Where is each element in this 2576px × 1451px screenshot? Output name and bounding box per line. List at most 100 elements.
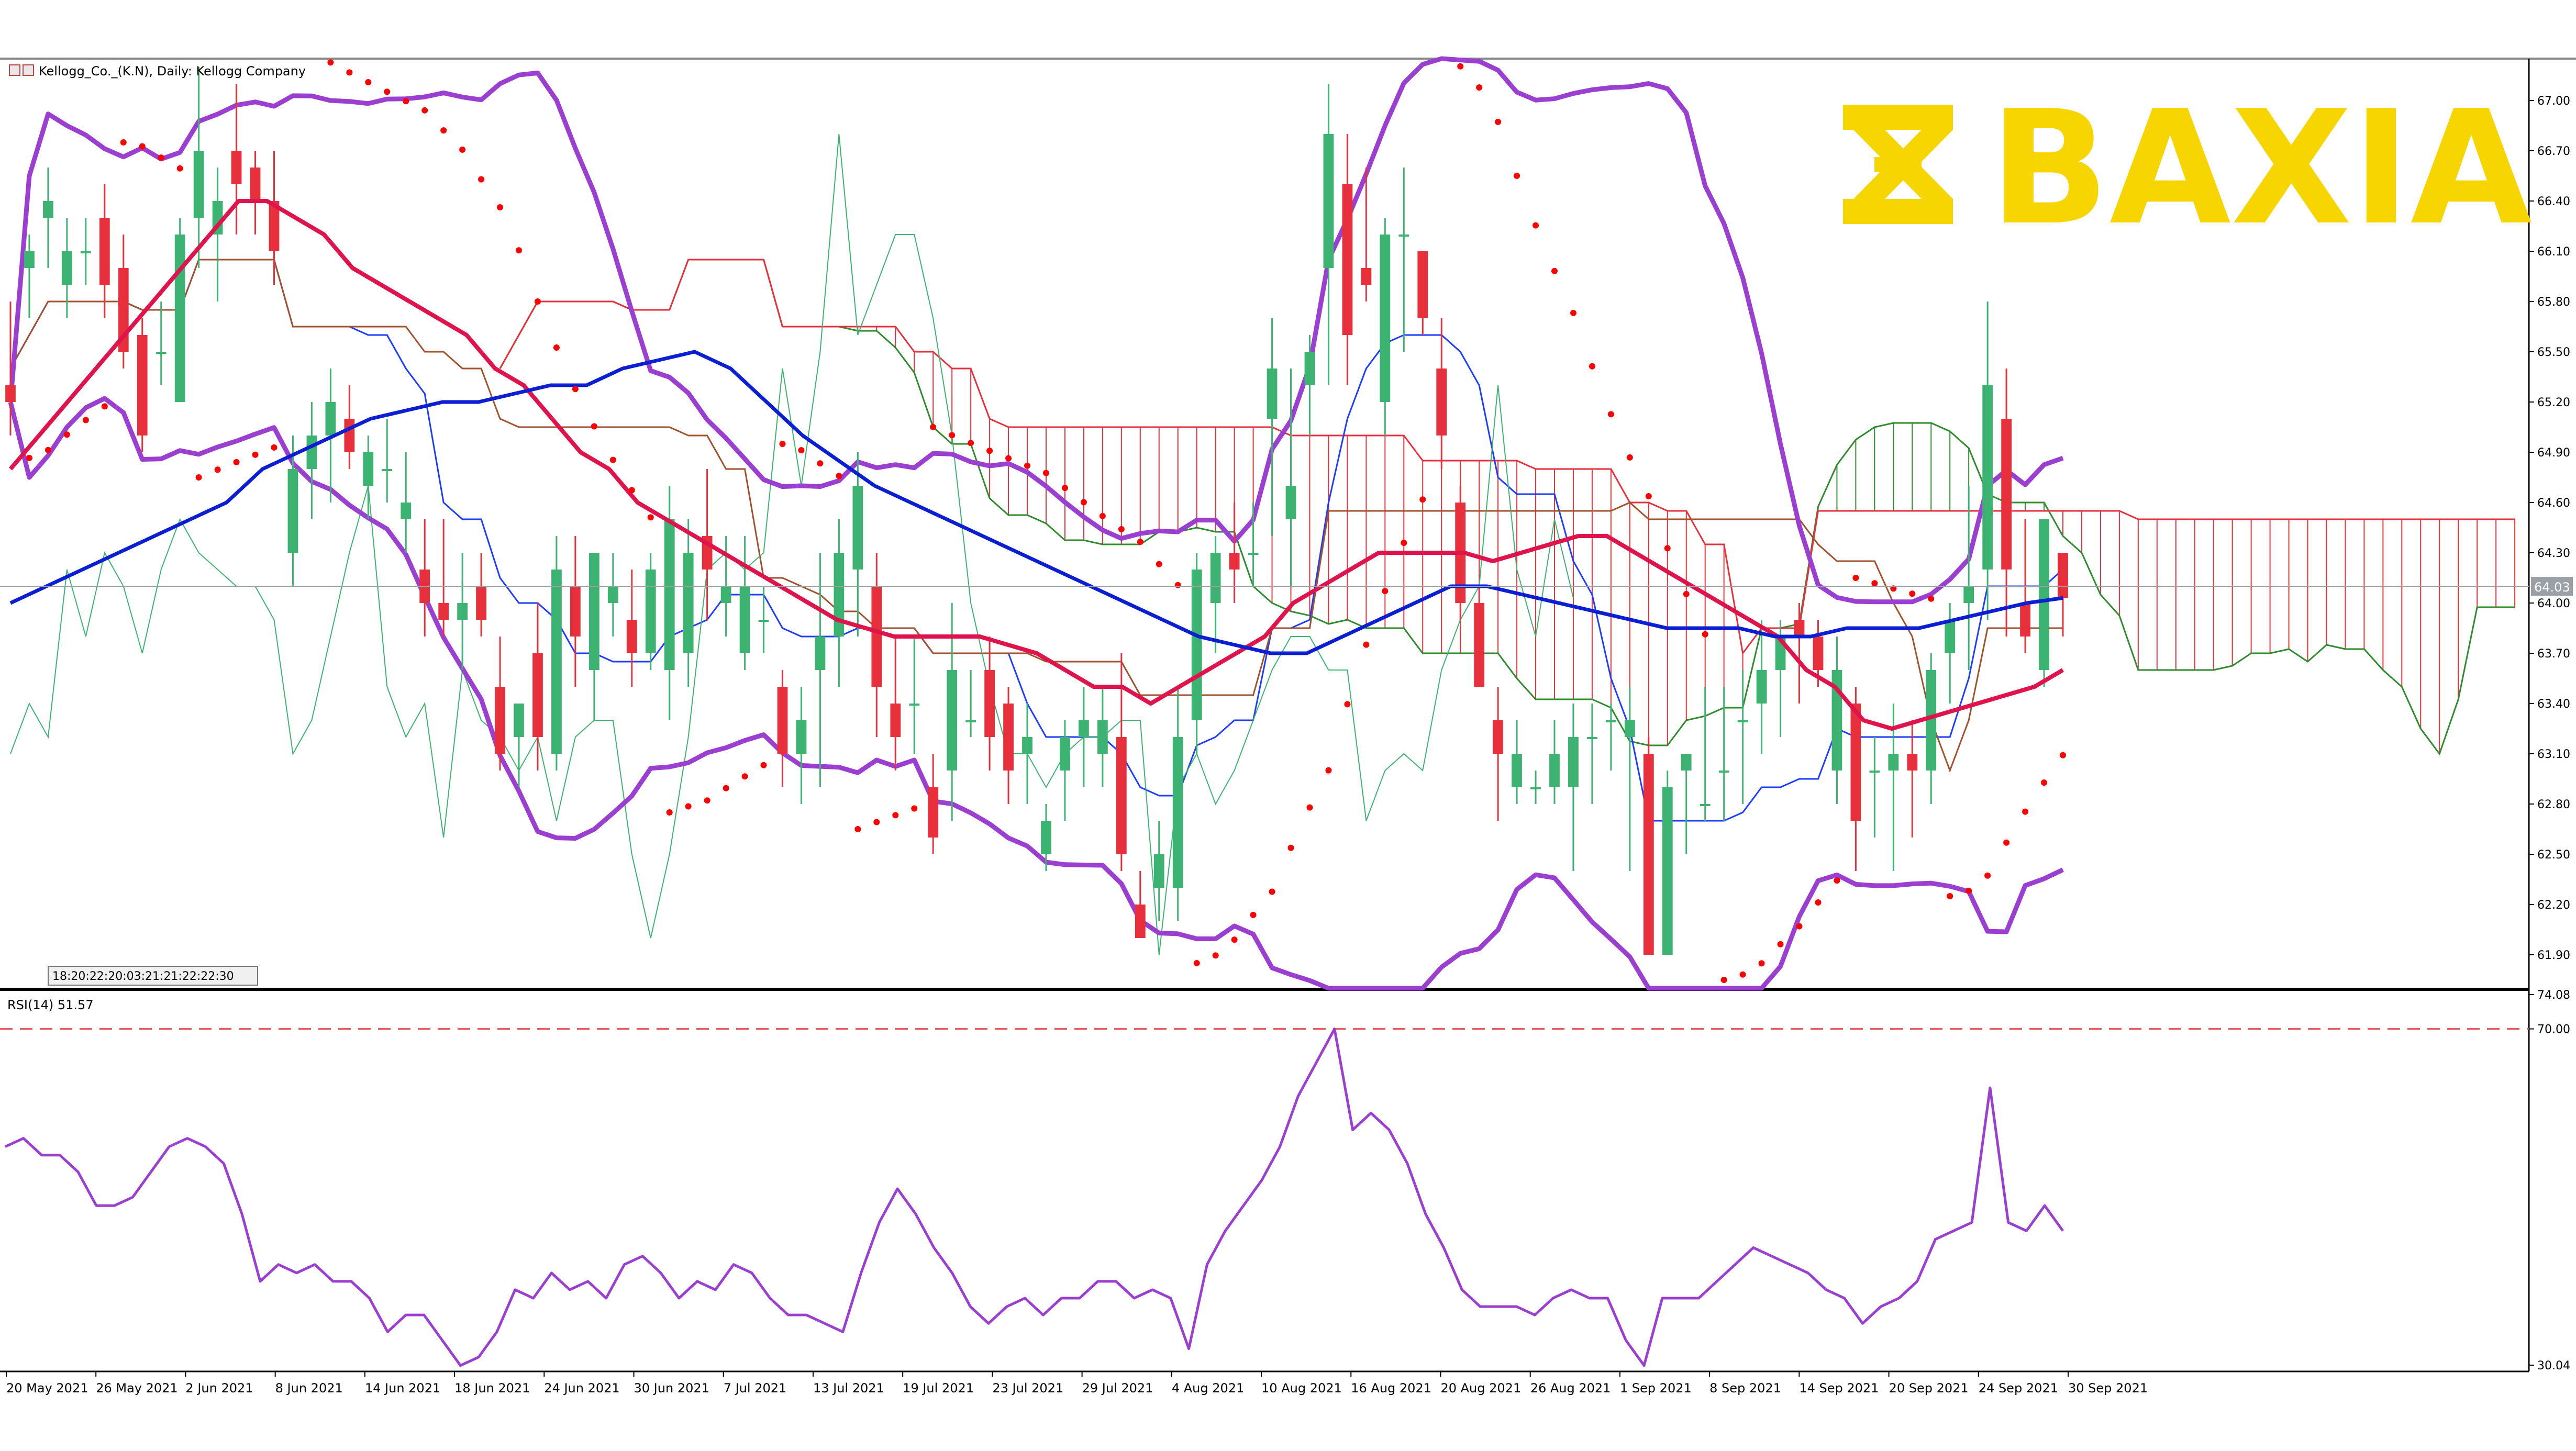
date-tick-label-18: 1 Sep 2021 [1620, 1381, 1692, 1396]
price-tick-label-3: 66.10 [2537, 245, 2570, 259]
candle-body-32 [607, 586, 618, 603]
psar-dot-11 [214, 466, 221, 473]
baxia-logo-text: BAXIA [1990, 77, 2533, 260]
psar-dot-83 [1570, 309, 1576, 316]
instrument-title: Kellogg_Co._(K.N), Daily: Kellogg Compan… [39, 64, 306, 79]
psar-dot-96 [1815, 899, 1822, 906]
candle-body-88 [1662, 787, 1673, 955]
psar-dot-40 [760, 762, 767, 768]
psar-dot-67 [1269, 888, 1275, 895]
psar-dot-105 [1984, 872, 1991, 879]
candle-body-50 [947, 670, 958, 771]
candle-body-9 [174, 235, 185, 402]
psar-dot-65 [1231, 936, 1238, 943]
candle-body-78 [1474, 603, 1485, 687]
candle-body-66 [1248, 553, 1259, 555]
candle-body-51 [965, 720, 976, 722]
psar-dot-58 [1099, 512, 1106, 519]
price-tick-label-12: 63.40 [2537, 698, 2570, 711]
kijun-sen [9, 259, 2063, 773]
parabolic-sar [26, 59, 2066, 983]
psar-dot-64 [1212, 952, 1219, 959]
price-tick-label-10: 64.00 [2537, 597, 2570, 610]
psar-dot-77 [1457, 63, 1464, 70]
psar-dot-29 [553, 344, 560, 351]
time-box [48, 966, 258, 986]
psar-dot-92 [1739, 971, 1746, 978]
date-tick-label-3: 8 Jun 2021 [275, 1381, 343, 1396]
senkou-span-b [499, 259, 2515, 655]
candle-body-35 [664, 519, 675, 670]
time-axis-ticks: 20 May 2021 26 May 2021 2 Jun 2021 8 Jun 20… [6, 1371, 2148, 1396]
candle-body-23 [438, 603, 449, 620]
candle-body-76 [1436, 369, 1447, 436]
psar-dot-55 [1042, 470, 1049, 476]
candle-body-100 [1888, 754, 1899, 771]
psar-dot-52 [986, 448, 993, 454]
candle-body-36 [683, 553, 694, 653]
candle-body-87 [1643, 754, 1654, 955]
candle-body-15 [287, 469, 298, 553]
candlesticks [5, 67, 2068, 955]
psar-dot-108 [2041, 779, 2048, 786]
psar-dot-103 [1947, 893, 1953, 899]
current-price-label: 64.03 [2534, 580, 2570, 595]
date-tick-label-2: 2 Jun 2021 [185, 1381, 253, 1396]
price-axis-ticks: 67.00 66.70 66.40 66.10 65.80 65.50 65.20 64.90… [2529, 95, 2570, 962]
psar-dot-53 [1005, 455, 1012, 462]
psar-dot-48 [911, 805, 918, 812]
psar-dot-39 [741, 773, 748, 780]
candle-body-80 [1512, 754, 1522, 787]
candle-body-52 [984, 670, 995, 737]
candle-body-13 [250, 168, 261, 201]
candle-body-3 [62, 251, 72, 285]
candle-body-34 [645, 570, 656, 653]
psar-dot-94 [1777, 941, 1784, 947]
psar-dot-69 [1306, 804, 1313, 811]
psar-dot-57 [1080, 499, 1087, 506]
psar-dot-1 [26, 454, 32, 461]
psar-dot-78 [1476, 84, 1483, 91]
candle-body-58 [1097, 720, 1108, 754]
psar-dot-80 [1514, 172, 1520, 179]
ichimoku-cloud [499, 259, 2516, 756]
psar-dot-101 [1909, 590, 1916, 597]
date-tick-label-20: 14 Sep 2021 [1799, 1381, 1879, 1396]
rsi-tick-label-0: 74.08 [2537, 989, 2570, 1002]
rsi-tick-label-2: 30.04 [2537, 1359, 2570, 1372]
date-tick-label-15: 16 Aug 2021 [1351, 1381, 1431, 1396]
candle-body-18 [344, 419, 355, 452]
instrument-icon [9, 64, 20, 76]
psar-dot-22 [421, 107, 428, 114]
price-tick-label-11: 63.70 [2537, 648, 2570, 661]
psar-dot-86 [1626, 454, 1633, 461]
psar-dot-36 [685, 803, 692, 810]
psar-dot-68 [1287, 844, 1294, 851]
psar-dot-54 [1024, 462, 1031, 469]
psar-dot-32 [609, 456, 616, 463]
psar-dot-34 [647, 514, 654, 521]
psar-dot-38 [723, 785, 729, 791]
candle-body-25 [476, 586, 486, 620]
psar-dot-97 [1834, 877, 1840, 884]
candle-body-28 [532, 653, 543, 737]
candle-body-63 [1191, 570, 1202, 720]
psar-dot-20 [384, 88, 391, 95]
psar-dot-102 [1928, 595, 1935, 602]
candle-body-79 [1493, 720, 1503, 754]
psar-dot-82 [1551, 267, 1558, 274]
psar-dot-5 [101, 403, 108, 410]
candle-body-71 [1342, 184, 1353, 335]
price-tick-label-5: 65.50 [2537, 346, 2570, 359]
candle-body-85 [1605, 720, 1616, 722]
psar-dot-27 [516, 247, 523, 254]
candle-body-40 [758, 620, 769, 622]
psar-dot-35 [666, 809, 673, 816]
psar-dot-30 [572, 386, 579, 393]
candle-body-20 [382, 469, 393, 471]
baxia-logo: BAXIA [1843, 77, 2533, 260]
psar-dot-6 [120, 139, 127, 146]
date-tick-label-7: 30 Jun 2021 [634, 1381, 709, 1396]
rsi-line [4, 1028, 2064, 1367]
candle-body-106 [2001, 419, 2012, 570]
